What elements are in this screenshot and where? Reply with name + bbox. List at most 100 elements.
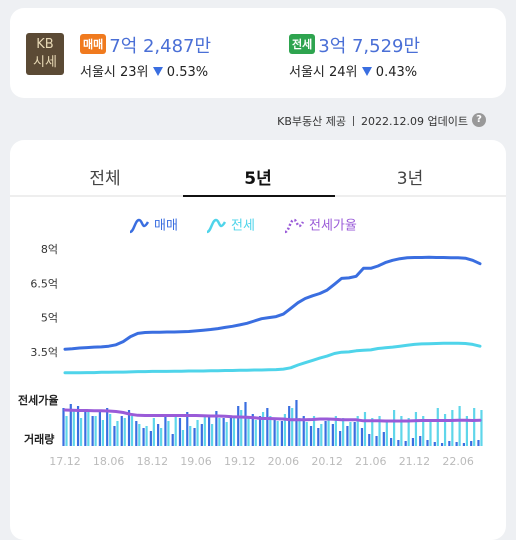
y-tick-label: 3.5억 [30, 346, 58, 359]
volume-bar [414, 412, 418, 446]
volume-bar [152, 418, 155, 446]
volume-bar [390, 438, 393, 446]
volume-bar [101, 420, 104, 446]
volume-bar [193, 428, 196, 446]
volume-bar [127, 410, 131, 446]
kb-badge: KB 시세 [26, 33, 64, 75]
page: KB 시세 매매 7억 2,487만 서울시 23위 0.53% 전세 3억 7,5… [10, 8, 506, 540]
volume-bar [411, 438, 415, 446]
volume-bar [470, 441, 473, 446]
volume-bar [261, 412, 265, 446]
volume-bar [109, 414, 112, 446]
volume-bar [164, 416, 167, 446]
volume-bar [473, 408, 476, 446]
volume-bar [363, 412, 367, 446]
legend-icon [129, 218, 150, 234]
volume-bar [448, 441, 451, 446]
chart-card [10, 140, 506, 540]
volume-bar [211, 424, 214, 446]
volume-bar [339, 431, 342, 446]
volume-bar [84, 410, 87, 446]
volume-bar [142, 428, 145, 446]
volume-bar [422, 416, 425, 446]
volume-bar [69, 404, 72, 446]
change: 0.43% [375, 65, 418, 80]
volume-bar [440, 443, 444, 446]
volume-bar [276, 421, 279, 446]
x-tick-label: 18.06 [93, 455, 125, 468]
tab[interactable]: 3년 [397, 169, 423, 189]
legend-label: 매매 [154, 219, 178, 234]
volume-bar [247, 418, 250, 446]
volume-bar [298, 418, 301, 446]
volume-bar [258, 416, 262, 446]
volume-bar [419, 436, 422, 446]
volume-bar [229, 416, 233, 446]
volume-bar [135, 421, 138, 446]
price-tag: 전세 [289, 34, 316, 54]
x-tick-label: 20.06 [268, 455, 300, 468]
volume-bar [455, 442, 458, 446]
volume-bar [225, 422, 228, 446]
volume-bar [218, 418, 221, 446]
volume-bar [196, 420, 199, 446]
volume-bar [123, 418, 126, 446]
volume-bar [145, 426, 148, 446]
volume-bar [327, 420, 330, 446]
volume-bar [371, 418, 374, 446]
volume-bar [266, 408, 269, 446]
volume-bar [312, 416, 316, 446]
volume-bar [324, 421, 327, 446]
price-item: 매매 7억 2,487만 서울시 23위 0.53% [80, 32, 211, 80]
badge-text: KB [36, 37, 54, 52]
volume-bar [203, 416, 206, 446]
volume-bar [240, 410, 243, 446]
down-icon [152, 67, 163, 76]
volume-bar [65, 416, 68, 446]
volume-bar [283, 414, 286, 446]
badge-text: 시세 [33, 55, 57, 70]
volume-bar [94, 416, 97, 446]
volume-bar [167, 421, 170, 446]
volume-bar [462, 443, 465, 446]
volume-bar [397, 440, 400, 446]
panel-label: 거래량 [24, 432, 54, 446]
x-tick-label: 18.12 [137, 455, 169, 468]
volume-bar [208, 416, 211, 446]
volume-bar [215, 411, 218, 446]
tab[interactable]: 전체 [89, 169, 120, 189]
volume-bar [72, 411, 75, 446]
change: 0.53% [166, 65, 209, 80]
y-tick-label: 6.5억 [30, 277, 58, 290]
volume-bar [189, 426, 192, 446]
panel-label: 전세가율 [18, 393, 58, 407]
volume-bar [186, 412, 189, 446]
volume-bar [429, 420, 432, 446]
summary-card: KB 시세 매매 7억 2,487만 서울시 23위 0.53% 전세 3억 7,5… [10, 8, 506, 98]
volume-bar [273, 418, 276, 446]
volume-bar [346, 426, 349, 446]
volume-bar [385, 420, 388, 446]
x-tick-label: 21.06 [355, 455, 387, 468]
legend-label: 전세 [231, 219, 255, 234]
tab[interactable]: 5년 [244, 169, 271, 189]
volume-bar [171, 434, 174, 446]
volume-bar [309, 426, 313, 446]
volume-bar [174, 416, 177, 446]
volume-bar [458, 406, 461, 446]
volume-bar [477, 440, 480, 446]
x-tick-label: 21.12 [399, 455, 431, 468]
volume-bar [360, 428, 364, 446]
volume-bar [426, 440, 429, 446]
volume-bar [353, 422, 356, 446]
volume-bar [160, 428, 163, 446]
volume-bar [138, 424, 141, 446]
volume-bar [317, 428, 320, 446]
x-tick-label: 19.12 [224, 455, 256, 468]
volume-bar [91, 416, 94, 446]
volume-bar [200, 424, 203, 446]
volume-bar [433, 442, 436, 446]
help-icon[interactable]: ? [472, 113, 486, 127]
volume-bar [288, 406, 291, 446]
rank: 서울시 24위 [289, 65, 358, 80]
